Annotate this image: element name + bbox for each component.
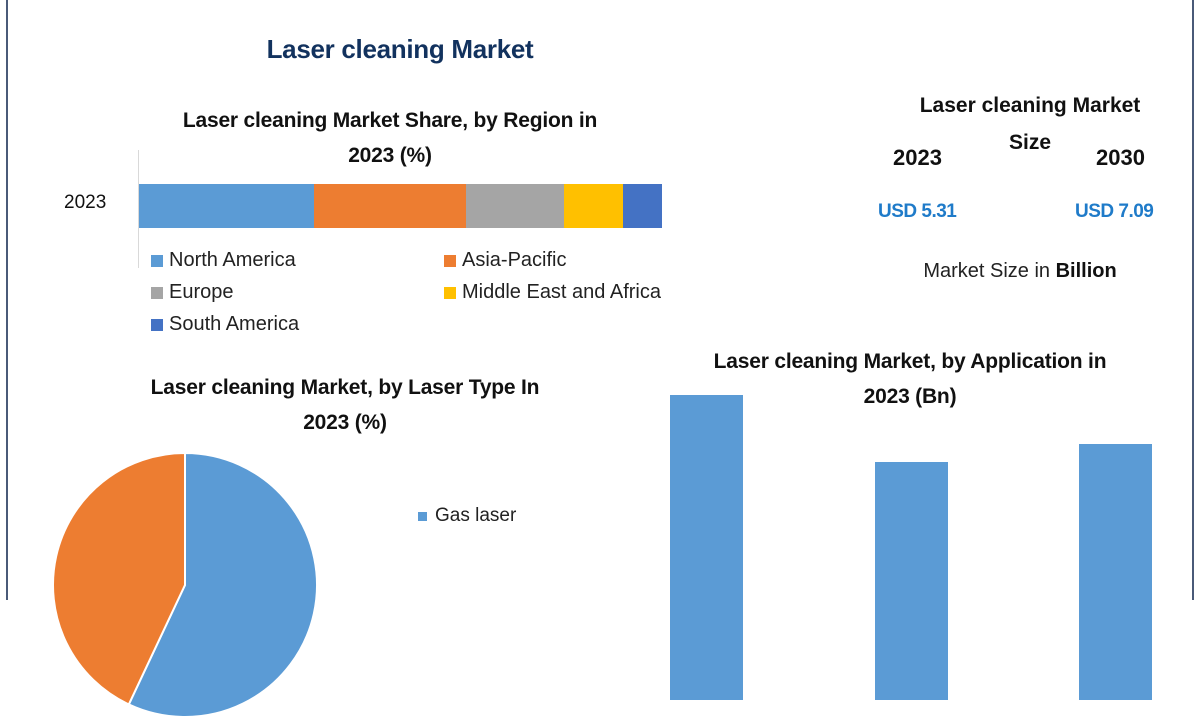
application-title-line1: Laser cleaning Market, by Application in	[713, 350, 1107, 373]
laser-type-pie-chart	[53, 453, 317, 717]
legend-swatch-icon	[151, 254, 163, 267]
legend-label: North America	[169, 249, 296, 271]
market-size-value-start: USD 5.31	[878, 201, 957, 222]
region-chart-category-label: 2023	[64, 192, 107, 213]
application-bar	[670, 395, 743, 700]
region-stacked-bar	[139, 184, 662, 228]
legend-item: South America	[151, 313, 299, 336]
legend-item: Middle East and Africa	[444, 281, 661, 304]
laser-type-title-line1: Laser cleaning Market, by Laser Type In	[150, 376, 540, 399]
legend-label: South America	[169, 313, 300, 335]
market-size-year-end: 2030	[1096, 145, 1145, 170]
bar-segment-south-america	[623, 184, 662, 228]
market-size-unit-note: Market Size in Billion	[900, 260, 1140, 283]
market-size-title: Laser cleaning Market	[919, 94, 1141, 117]
region-chart-title-line1: Laser cleaning Market Share, by Region i…	[182, 109, 598, 132]
legend-label: Asia-Pacific	[462, 249, 567, 271]
left-frame-border	[6, 0, 8, 600]
legend-item: North America	[151, 249, 296, 272]
bar-segment-europe	[466, 184, 565, 228]
application-bar	[1079, 443, 1152, 700]
application-title-line2: 2023 (Bn)	[863, 385, 957, 408]
bar-segment-asia-pacific	[314, 184, 467, 228]
unit-note-prefix: Market Size in	[923, 260, 1056, 282]
region-chart-title: Laser cleaning Market Share, by Region i…	[130, 103, 650, 173]
legend-swatch-icon	[444, 286, 456, 299]
page-title: Laser cleaning Market	[266, 34, 534, 64]
legend-swatch-icon	[151, 318, 163, 331]
legend-label: Europe	[169, 281, 234, 303]
market-size-subtitle: Size	[1008, 131, 1052, 154]
application-chart-title: Laser cleaning Market, by Application in…	[660, 344, 1160, 414]
legend-swatch-icon	[444, 254, 456, 267]
legend-item: Europe	[151, 281, 234, 304]
legend-item: Asia-Pacific	[444, 249, 566, 272]
laser-type-chart-title: Laser cleaning Market, by Laser Type In …	[95, 370, 595, 440]
legend-label: Middle East and Africa	[462, 281, 661, 303]
application-bar	[875, 462, 948, 700]
market-size-value-end: USD 7.09	[1075, 201, 1154, 222]
region-chart-axis	[138, 150, 139, 268]
laser-type-title-line2: 2023 (%)	[303, 411, 387, 434]
legend-swatch-icon	[418, 511, 427, 521]
bar-segment-north-america	[139, 184, 315, 228]
region-chart-title-line2: 2023 (%)	[348, 144, 432, 167]
right-frame-border	[1192, 0, 1194, 600]
legend-swatch-icon	[151, 286, 163, 299]
pie-legend-label: Gas laser	[435, 505, 517, 526]
market-size-year-start: 2023	[893, 145, 942, 170]
unit-note-bold: Billion	[1055, 260, 1117, 282]
bar-segment-middle-east-and-africa	[564, 184, 624, 228]
pie-legend-item: Gas laser	[418, 505, 516, 527]
